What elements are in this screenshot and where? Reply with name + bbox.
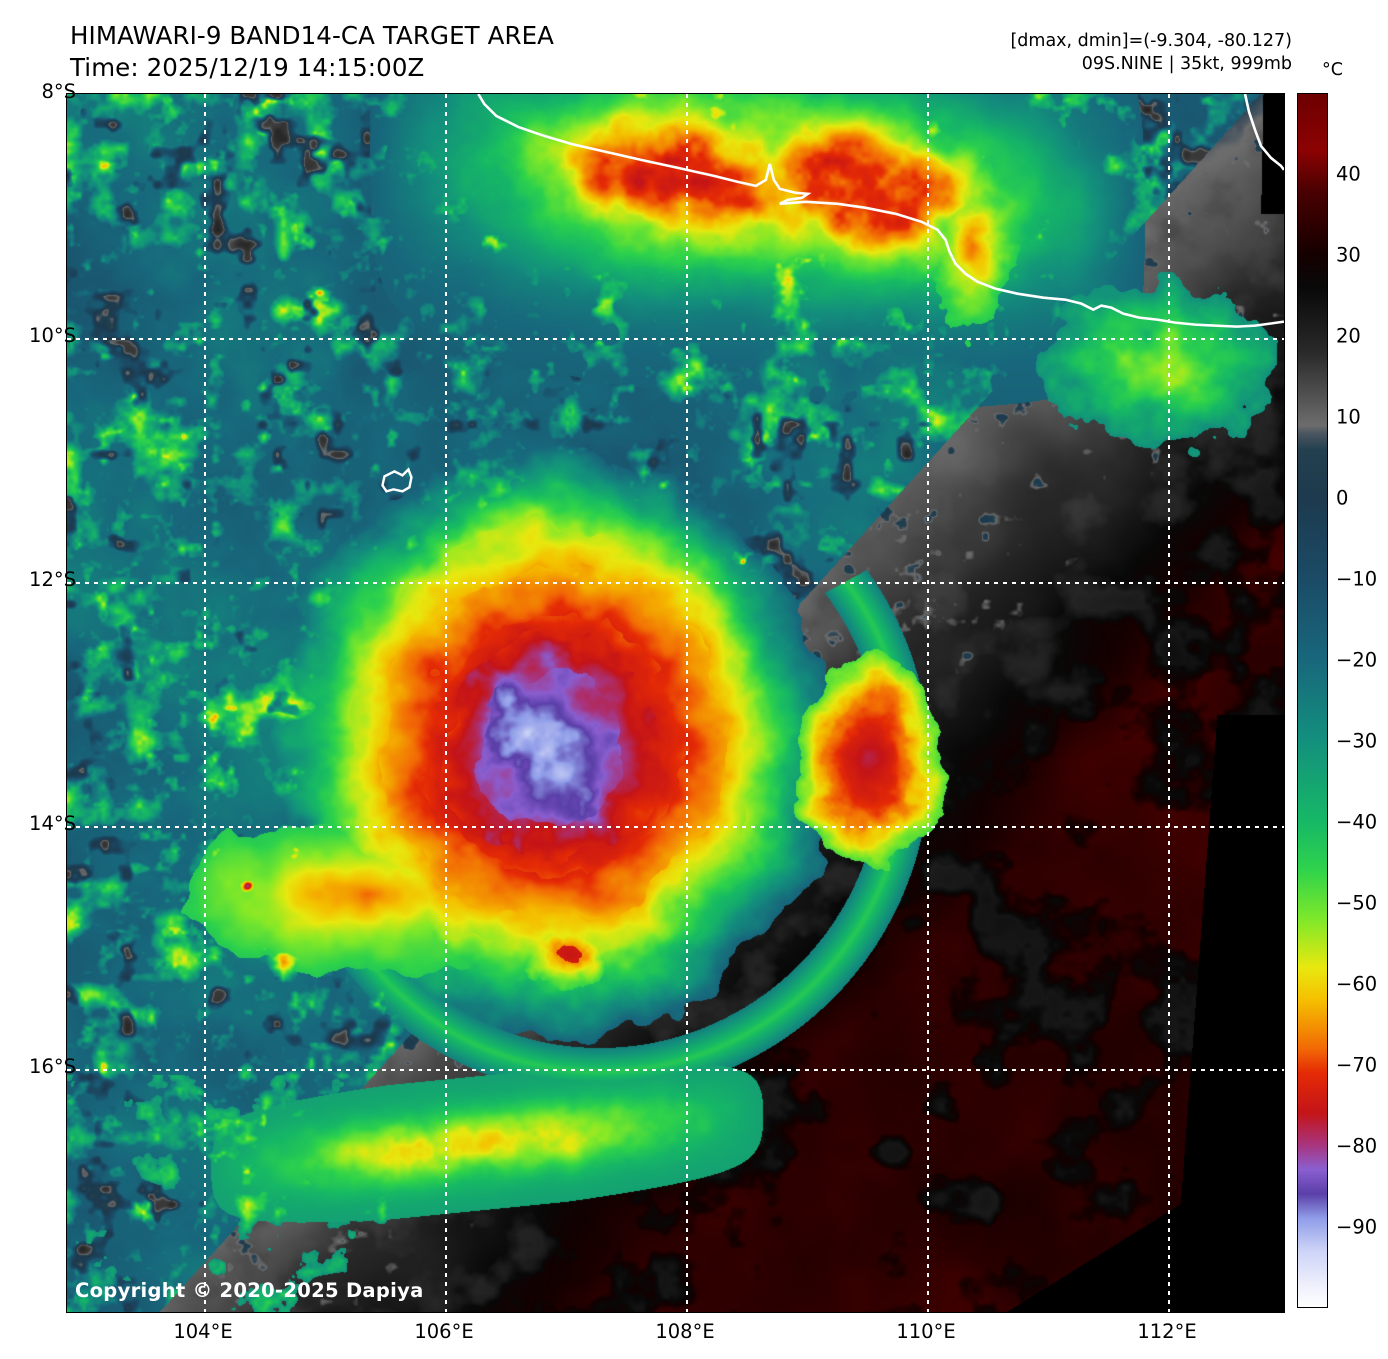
header-title-block: HIMAWARI-9 BAND14-CA TARGET AREA Time: 2…: [70, 20, 554, 84]
lat-tick-12: 12°S: [29, 568, 76, 591]
colorbar-tick-minus10: −10: [1336, 567, 1378, 591]
coastline-overlay: [381, 94, 1284, 493]
lat-tick-8: 8°S: [41, 80, 76, 103]
temperature-colorbar[interactable]: [1297, 93, 1328, 1308]
colorbar-tick-minus70: −70: [1336, 1053, 1378, 1077]
colorbar-tick-0: 0: [1336, 486, 1349, 510]
gridline-lon-106: [445, 94, 447, 1312]
colorbar-tick-minus60: −60: [1336, 972, 1378, 996]
lon-tick-104: 104°E: [173, 1320, 233, 1343]
colorbar-tick-20: 20: [1336, 324, 1361, 348]
colorbar-unit-label: °C: [1322, 60, 1343, 80]
satellite-image-plot[interactable]: Copyright © 2020-2025 Dapiya: [66, 93, 1285, 1313]
lat-tick-16: 16°S: [29, 1055, 76, 1078]
gridline-lon-110: [927, 94, 929, 1312]
colorbar-tick-30: 30: [1336, 243, 1361, 267]
lat-tick-14: 14°S: [29, 812, 76, 835]
header-info-block: [dmax, dmin]=(-9.304, -80.127) 09S.NINE …: [1010, 30, 1292, 76]
page-title: HIMAWARI-9 BAND14-CA TARGET AREA: [70, 21, 555, 50]
colorbar-tick-10: 10: [1336, 405, 1361, 429]
colorbar-tick-minus30: −30: [1336, 729, 1378, 753]
colorbar-tick-minus20: −20: [1336, 648, 1378, 672]
gridline-lat-12: [67, 582, 1284, 584]
copyright-notice: Copyright © 2020-2025 Dapiya: [75, 1279, 424, 1302]
timestamp: Time: 2025/12/19 14:15:00Z: [70, 52, 425, 82]
gridline-lon-104: [204, 94, 206, 1312]
gridline-lat-10: [67, 338, 1284, 340]
satellite-imagery-canvas: [67, 94, 1284, 1312]
gridline-lat-14: [67, 826, 1284, 828]
colorbar-tick-minus50: −50: [1336, 891, 1378, 915]
gridline-lat-16: [67, 1069, 1284, 1071]
colorbar-gradient: [1298, 94, 1327, 1307]
colorbar-tick-minus80: −80: [1336, 1134, 1378, 1158]
gridline-lon-108: [686, 94, 688, 1312]
lon-tick-110: 110°E: [896, 1320, 956, 1343]
colorbar-tick-minus40: −40: [1336, 810, 1378, 834]
dminmax-label: [dmax, dmin]=(-9.304, -80.127): [1010, 31, 1292, 51]
lon-tick-106: 106°E: [414, 1320, 474, 1343]
storm-label: 09S.NINE | 35kt, 999mb: [1081, 53, 1292, 74]
colorbar-tick-40: 40: [1336, 162, 1361, 186]
no-data-wedge: [67, 94, 1284, 1312]
lat-tick-10: 10°S: [29, 324, 76, 347]
gridline-lon-112: [1168, 94, 1170, 1312]
graticule-grid: [67, 94, 1284, 1312]
colorbar-tick-minus90: −90: [1336, 1215, 1378, 1239]
lon-tick-108: 108°E: [655, 1320, 715, 1343]
lon-tick-112: 112°E: [1137, 1320, 1197, 1343]
